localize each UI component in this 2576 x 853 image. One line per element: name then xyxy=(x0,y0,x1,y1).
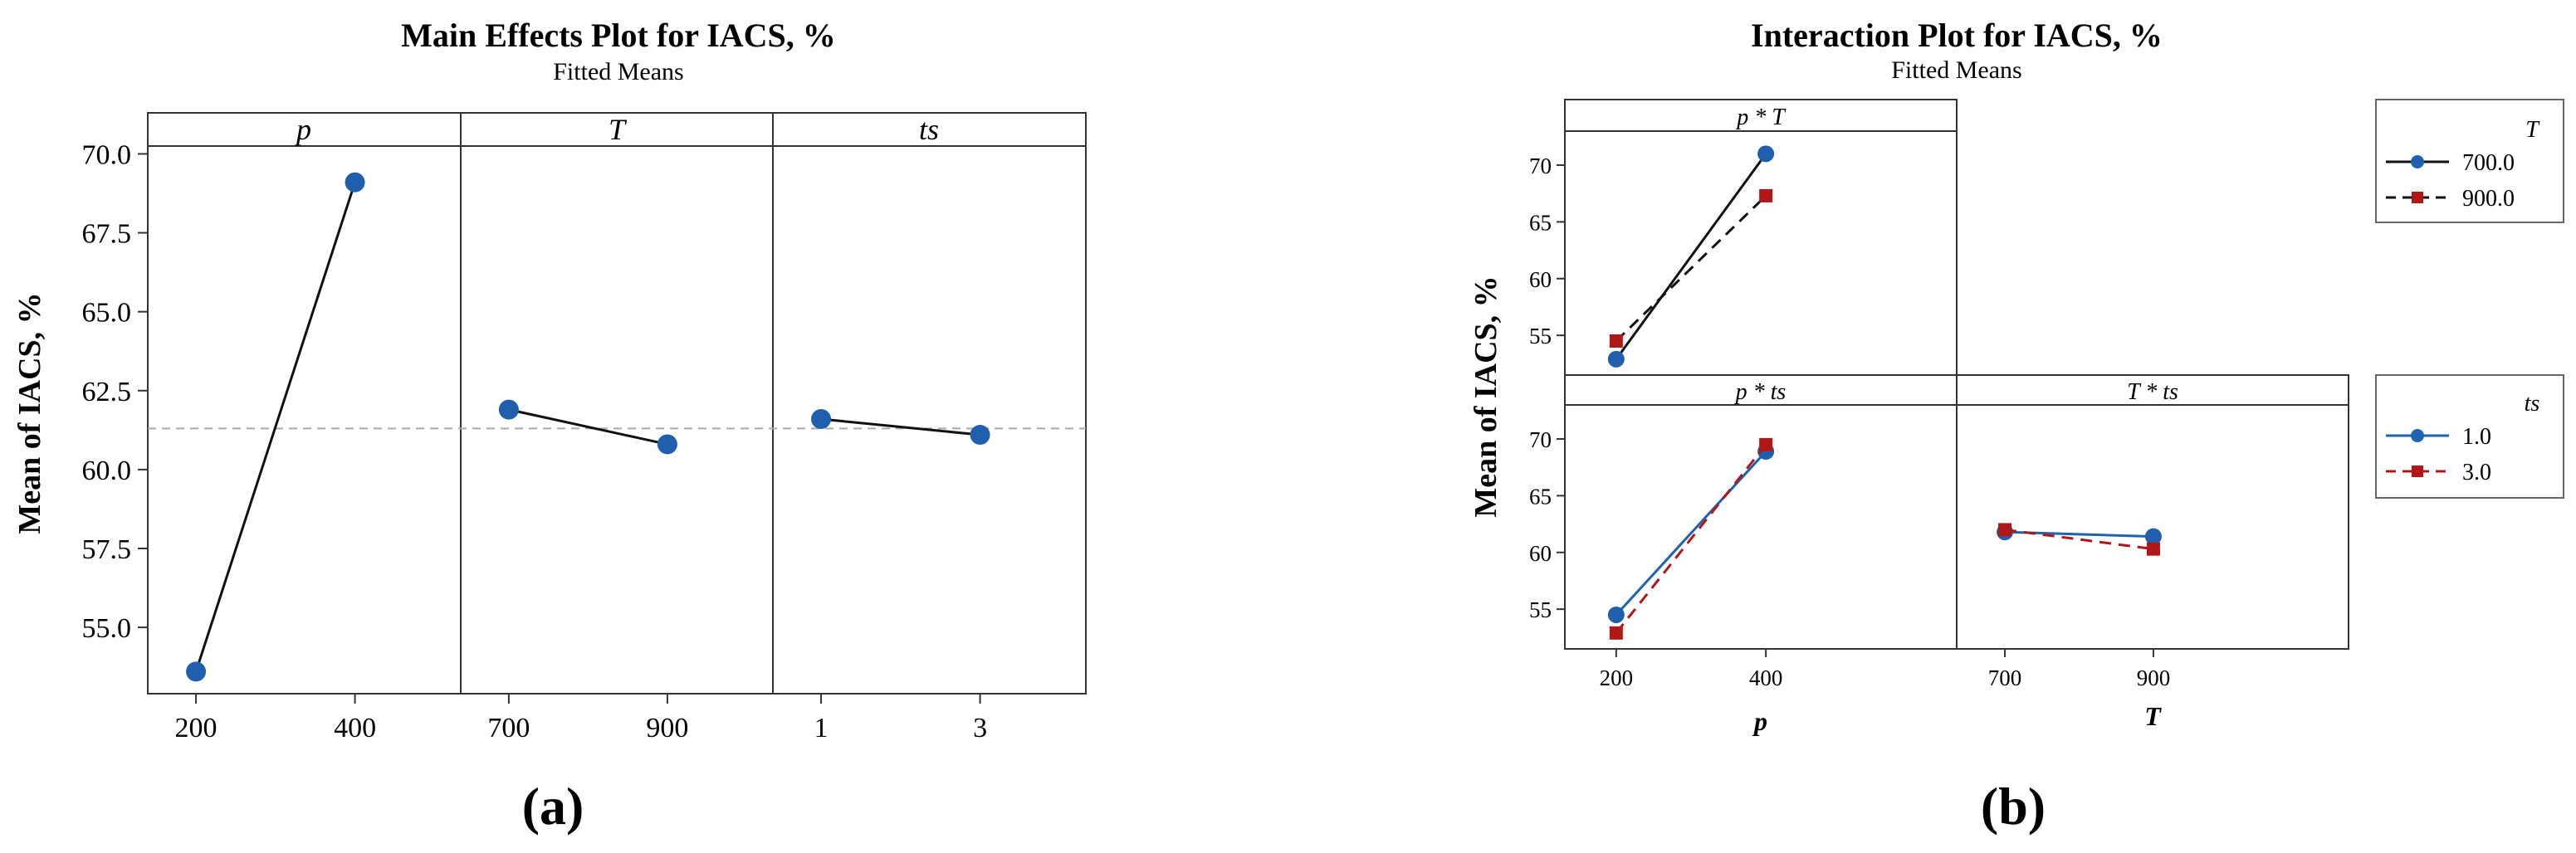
main-effects-y-axis: 55.0 57.5 60.0 62.5 65.0 67.5 70.0 xyxy=(82,139,148,644)
interaction-x-tick-label: 200 xyxy=(1600,665,1634,690)
figure-label-b: (b) xyxy=(1981,777,2046,836)
main-effects-x-tick-label: 400 xyxy=(334,713,376,743)
interaction-y-tick-label: 55 xyxy=(1529,324,1552,349)
interaction-chart: Interaction Plot for IACS, % Fitted Mean… xyxy=(1469,17,2564,836)
panel-T-ts-frame xyxy=(1956,374,2349,650)
main-effects-panel-label-p: p xyxy=(294,113,311,146)
main-effects-chart: Main Effects Plot for IACS, % Fitted Mea… xyxy=(12,17,1087,836)
main-effects-point-T-700 xyxy=(498,399,519,420)
interaction-point-T-ts-3-0-900 xyxy=(2146,542,2160,556)
main-effects-line-p xyxy=(194,182,357,672)
legend-label-700-0: 700.0 xyxy=(2462,150,2515,176)
main-effects-point-p-400 xyxy=(345,172,365,193)
interaction-point-T-ts-1-0-900 xyxy=(2144,528,2162,545)
legend-T: T 700.0 900.0 xyxy=(2375,99,2564,223)
interaction-y-tick-label: 55 xyxy=(1529,597,1552,622)
interaction-y-tick-label: 65 xyxy=(1529,210,1552,235)
legend-T-title: T xyxy=(2525,117,2540,143)
interaction-x-label-T: T xyxy=(2144,701,2162,731)
interaction-y-tick-label: 60 xyxy=(1529,267,1552,292)
main-effects-point-ts-3 xyxy=(970,425,990,446)
legend-marker-1-0 xyxy=(2411,429,2424,442)
main-effects-y-tick-label: 55.0 xyxy=(82,613,132,644)
interaction-x-tick-label: 700 xyxy=(1988,665,2022,690)
legend-ts-title: ts xyxy=(2525,391,2540,417)
interaction-point-p-T-900-0-200 xyxy=(1609,334,1623,348)
main-effects-y-tick-label: 62.5 xyxy=(82,377,132,407)
interaction-x-tick-label: 900 xyxy=(2137,665,2171,690)
main-effects-y-tick-label: 57.5 xyxy=(82,534,132,565)
interaction-point-p-ts-3-0-200 xyxy=(1609,626,1623,640)
legend-marker-700-0 xyxy=(2411,155,2424,168)
interaction-y-tick-label: 70 xyxy=(1529,154,1552,178)
main-effects-x-tick-label: 1 xyxy=(814,713,829,743)
interaction-x-tick-label: 400 xyxy=(1749,665,1783,690)
main-effects-x-tick-label: 200 xyxy=(175,713,218,743)
interaction-line-p-T-700-0 xyxy=(1615,153,1767,360)
interaction-axes: 55 60 65 70 55 60 65 70 200 400 700 900 xyxy=(1529,154,2170,690)
legend-marker-900-0 xyxy=(2412,192,2423,203)
main-effects-x-tick-label: 700 xyxy=(487,713,530,743)
interaction-point-p-T-700-0-400 xyxy=(1757,145,1775,163)
main-effects-point-T-900 xyxy=(657,434,677,455)
main-effects-line-ts xyxy=(820,417,980,436)
interaction-title: Interaction Plot for IACS, % xyxy=(1751,17,2163,54)
interaction-line-p-T-900-0 xyxy=(1615,194,1767,343)
main-effects-title: Main Effects Plot for IACS, % xyxy=(401,17,836,54)
main-effects-subtitle: Fitted Means xyxy=(553,58,684,85)
interaction-point-p-T-900-0-400 xyxy=(1759,188,1773,202)
interaction-point-p-T-700-0-200 xyxy=(1607,350,1625,368)
legend-T-entries: 700.0 900.0 xyxy=(2386,150,2515,212)
interaction-point-p-ts-3-0-400 xyxy=(1759,437,1773,451)
panel-T-ts-label: T * ts xyxy=(2127,379,2178,405)
figure-label-a: (a) xyxy=(522,777,584,836)
interaction-point-p-ts-1-0-200 xyxy=(1607,606,1625,623)
interaction-subtitle: Fitted Means xyxy=(1891,56,2022,84)
main-effects-panel-label-T: T xyxy=(609,113,628,146)
panel-p-T-label: p * T xyxy=(1735,105,1787,130)
main-effects-x-axis: 200 400 700 900 1 3 xyxy=(175,694,987,743)
main-effects-y-tick-label: 67.5 xyxy=(82,219,132,250)
main-effects-point-ts-1 xyxy=(811,409,832,430)
interaction-line-T-ts-3-0 xyxy=(2004,528,2154,551)
interaction-point-T-ts-3-0-700 xyxy=(1998,523,2012,537)
interaction-x-label-p: p xyxy=(1752,706,1767,736)
legend-ts: ts 1.03.0 xyxy=(2375,374,2564,499)
legend-marker-3-0 xyxy=(2412,465,2423,477)
interaction-line-p-ts-1-0 xyxy=(1615,451,1767,616)
interaction-marks xyxy=(1607,145,2162,640)
main-effects-line-T xyxy=(508,408,668,446)
legend-ts-entries: 1.03.0 xyxy=(2386,424,2491,485)
main-effects-plot-frame xyxy=(147,112,1087,695)
main-effects-point-p-200 xyxy=(186,661,207,682)
interaction-line-p-ts-3-0 xyxy=(1615,443,1767,634)
legend-label-900-0: 900.0 xyxy=(2462,186,2515,212)
main-effects-x-tick-label: 3 xyxy=(973,713,987,743)
main-effects-y-tick-label: 70.0 xyxy=(82,139,132,170)
panel-p-ts-label: p * ts xyxy=(1734,379,1787,405)
interaction-y-label: Mean of IACS, % xyxy=(1469,275,1503,517)
legend-label-1-0: 1.0 xyxy=(2462,424,2491,450)
legend-label-3-0: 3.0 xyxy=(2462,460,2491,485)
main-effects-y-label: Mean of IACS, % xyxy=(12,292,47,534)
main-effects-marks xyxy=(186,172,990,682)
main-effects-y-tick-label: 60.0 xyxy=(82,456,132,486)
interaction-y-tick-label: 70 xyxy=(1529,427,1552,452)
main-effects-x-tick-label: 900 xyxy=(646,713,688,743)
main-effects-y-tick-label: 65.0 xyxy=(82,298,132,329)
main-effects-panel-label-ts: ts xyxy=(919,113,939,146)
interaction-y-tick-label: 65 xyxy=(1529,484,1552,509)
interaction-y-tick-label: 60 xyxy=(1529,541,1552,566)
